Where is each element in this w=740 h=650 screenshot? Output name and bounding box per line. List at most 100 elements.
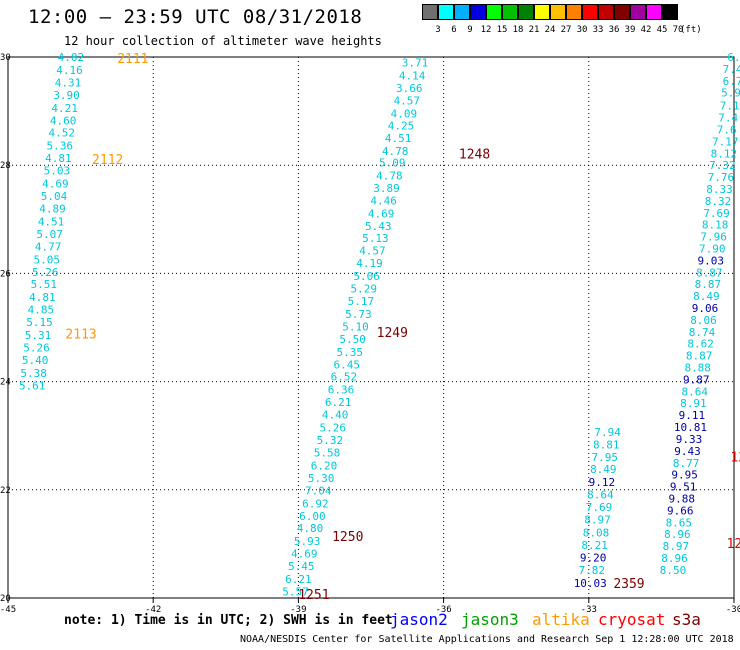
lon-tick-label: -30 [726,605,740,615]
wave-height-value: 9.51 [670,481,697,494]
pass-time-label: 1249 [377,326,408,341]
wave-height-value: 5.13 [362,232,389,245]
lat-tick-label: 20 [0,594,11,604]
color-scale-swatch [470,4,486,20]
wave-height-value: 7.17 [712,135,739,148]
satellite-legend-cryosat: cryosat [598,610,666,629]
color-scale-label: 12 [480,25,492,35]
wave-height-value: 7.1 [720,100,740,113]
color-scale-unit: (ft) [680,25,702,35]
wave-height-value: 5.31 [25,329,52,342]
wave-height-value: 5.57 [282,586,309,599]
pass-time-label: 1248 [459,147,490,162]
lat-tick-label: 26 [0,269,11,279]
wave-height-value: 5.93 [294,535,321,548]
pass-time-label: 2113 [65,327,96,342]
color-scale-label: 15 [496,25,508,35]
wave-height-value: 8.77 [673,457,700,470]
color-scale-swatch [614,4,630,20]
wave-height-value: 7.95 [592,451,619,464]
color-scale-label: 6 [451,25,457,35]
page-title: 12:00 – 23:59 UTC 08/31/2018 [28,6,363,28]
wave-height-value: 5.38 [20,367,47,380]
color-scale-label: 70 [672,25,684,35]
wave-height-value: 6.21 [325,396,352,409]
wave-height-value: 5.26 [320,422,347,435]
color-scale-swatch [566,4,582,20]
wave-height-value: 8.08 [583,527,610,540]
wave-height-value: 8.81 [593,438,620,451]
wave-height-value: 5.50 [339,333,366,346]
color-scale-swatch [630,4,646,20]
pass-time-label: 1250 [332,530,363,545]
color-scale-label: 24 [544,25,556,35]
wave-height-value: 8.49 [590,463,617,476]
color-scale-swatch [534,4,550,20]
wave-height-value: 4.57 [394,94,421,107]
wave-height-value: 6.21 [285,573,312,586]
wave-height-value: 8.74 [689,326,716,339]
wave-height-value: 5.45 [288,560,315,573]
wave-height-value: 5.04 [41,190,68,203]
wave-height-value: 4.51 [38,215,65,228]
wave-height-value: 4.81 [29,291,56,304]
wave-height-value: 9.88 [668,492,695,505]
wave-height-value: 4.80 [297,522,324,535]
wave-height-value: 8.97 [584,514,611,527]
wave-height-value: 9.87 [683,373,710,386]
wave-height-value: 3.90 [53,89,80,102]
wave-height-value: 6.20 [311,459,338,472]
wave-height-value: 4.51 [385,132,412,145]
wave-height-value: 4.85 [28,304,55,317]
wave-height-value: 4.77 [35,240,62,253]
wave-height-value: 5.73 [345,308,372,321]
wave-height-value: 7.94 [594,426,621,439]
wave-height-value: 4.69 [42,178,69,191]
wave-height-value: 4.19 [356,257,383,270]
color-scale-label: 9 [467,25,473,35]
color-scale-swatch [486,4,502,20]
satellite-legend-jason3: jason3 [461,610,519,629]
wave-height-value: 7.32 [709,159,736,172]
color-scale-swatch [582,4,598,20]
wave-height-value: 5.15 [26,316,53,329]
wave-height-value: 6.92 [302,497,329,510]
wave-height-value: 4.69 [291,548,318,561]
color-scale-label: 27 [560,25,572,35]
wave-height-value: 9.12 [589,476,616,489]
wave-height-value: 5.51 [31,278,58,291]
wave-height-value: 4.31 [55,76,82,89]
wave-height-value: 8.87 [696,266,723,279]
satellite-legend-s3a: s3a [672,610,701,629]
wave-height-value: 5.26 [23,342,50,355]
wave-height-value: 4.57 [359,245,386,258]
wave-height-value: 8.21 [581,539,608,552]
wave-height-value: 9.95 [671,469,698,482]
wave-height-value: 4.25 [388,120,415,133]
wave-height-value: 5.17 [348,295,375,308]
lon-tick-label: -36 [435,605,451,615]
wave-height-value: 5.30 [308,472,335,485]
satellite-legend-jason2: jason2 [390,610,448,629]
lat-tick-label: 22 [0,486,11,496]
wave-height-value: 8.32 [705,195,732,208]
color-scale-swatch [662,4,678,20]
wave-height-value: 6.45 [334,358,361,371]
wave-height-value: 5.58 [314,446,341,459]
wave-height-value: 6.7 [723,75,740,88]
wave-height-value: 4.40 [322,409,349,422]
lat-tick-label: 24 [0,378,11,388]
pass-time-label: 2359 [613,577,644,592]
wave-height-value: 5.36 [47,140,74,153]
color-scale-swatch [438,4,454,20]
pass-time-label: 12 [731,450,740,465]
wave-height-value: 8.62 [687,338,714,351]
wave-height-value: 6. [727,51,740,64]
credit-line: NOAA/NESDIS Center for Satellite Applica… [240,634,734,645]
color-scale-label: 36 [608,25,620,35]
wave-height-value: 5.10 [342,320,369,333]
wave-height-value: 4.89 [39,202,66,215]
wave-height-value: 5.29 [350,283,377,296]
wave-height-value: 6.52 [331,371,358,384]
